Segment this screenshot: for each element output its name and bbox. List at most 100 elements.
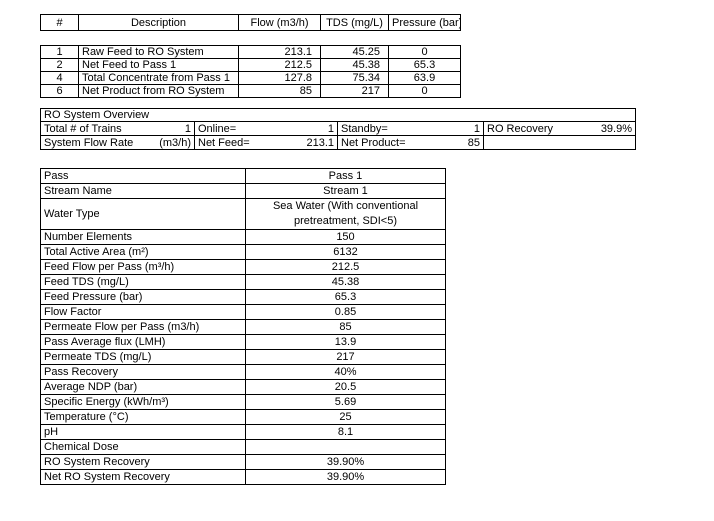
col-header-pressure: Pressure (bar) [388, 14, 461, 31]
pass-param-value: 39.90% [245, 469, 446, 485]
overview-value: 85 [467, 136, 480, 149]
table-row: Net RO System Recovery 39.90% [40, 469, 446, 485]
overview-table: RO System Overview Total # of Trains 1 O… [39, 108, 637, 150]
pass-param-value: 217 [245, 349, 446, 365]
stream-num: 1 [40, 45, 79, 59]
table-row: Stream Name Stream 1 [40, 183, 446, 199]
pass-param-value: 45.38 [245, 274, 446, 290]
stream-tds: 45.25 [320, 45, 389, 59]
table-row: Pass Recovery 40% [40, 364, 446, 380]
table-row: Permeate TDS (mg/L) 217 [40, 349, 446, 365]
overview-cell-net-product: Net Product= 85 [337, 135, 484, 150]
pass-param-label: Total Active Area (m²) [40, 244, 246, 260]
table-row: RO System Recovery 39.90% [40, 454, 446, 470]
stream-tds: 45.38 [320, 58, 389, 72]
pass-param-value: 150 [245, 229, 446, 245]
pass-param-label: Average NDP (bar) [40, 379, 246, 395]
stream-num: 2 [40, 58, 79, 72]
overview-label: Online= [198, 122, 237, 135]
col-header-tds: TDS (mg/L) [320, 14, 389, 31]
overview-value: 1 [327, 122, 334, 135]
stream-tds: 217 [320, 84, 389, 98]
table-row: Feed Flow per Pass (m³/h) 212.5 [40, 259, 446, 275]
overview-label: Net Feed= [198, 136, 250, 149]
table-row: Feed Pressure (bar) 65.3 [40, 289, 446, 305]
pass-param-label: Flow Factor [40, 304, 246, 320]
table-row: Temperature (°C) 25 [40, 409, 446, 425]
table-row: 6 Net Product from RO System 85 217 0 [40, 84, 461, 98]
stream-description: Net Feed to Pass 1 [78, 58, 239, 72]
pass-param-label: Water Type [40, 198, 246, 230]
table-row: Pass Pass 1 [40, 168, 446, 184]
overview-cell-online: Online= 1 [194, 121, 338, 136]
pass-param-value: 6132 [245, 244, 446, 260]
stream-pressure: 0 [388, 45, 461, 59]
table-row: Number Elements 150 [40, 229, 446, 245]
table-row: Specific Energy (kWh/m³) 5.69 [40, 394, 446, 410]
pass-param-label: Feed TDS (mg/L) [40, 274, 246, 290]
pass-param-label: Chemical Dose [40, 439, 246, 455]
table-row: Flow Factor 0.85 [40, 304, 446, 320]
overview-cell-net-feed: Net Feed= 213.1 [194, 135, 338, 150]
stream-flow: 127.8 [238, 71, 321, 85]
overview-value: (m3/h) [159, 136, 191, 149]
overview-value: 1 [184, 122, 191, 135]
overview-cell-recovery: RO Recovery 39.9% [482, 121, 637, 136]
pass-param-label: Number Elements [40, 229, 246, 245]
pass-param-label: Temperature (°C) [40, 409, 246, 425]
overview-label: Standby= [341, 122, 388, 135]
overview-label: Total # of Trains [44, 122, 122, 135]
pass-param-value [245, 439, 446, 455]
pass-param-value: 20.5 [245, 379, 446, 395]
overview-title: RO System Overview [39, 108, 637, 122]
pass-param-value: 8.1 [245, 424, 446, 440]
stream-flow: 212.5 [238, 58, 321, 72]
pass-param-label: Pass [40, 168, 246, 184]
table-row: pH 8.1 [40, 424, 446, 440]
overview-cell-flow-rate: System Flow Rate (m3/h) [40, 135, 195, 150]
pass-param-value: 65.3 [245, 289, 446, 305]
pass-param-value: Sea Water (With conventional pretreatmen… [245, 198, 446, 230]
pass-param-label: Pass Average flux (LMH) [40, 334, 246, 350]
stream-description: Raw Feed to RO System [78, 45, 239, 59]
pass-param-value: 85 [245, 319, 446, 335]
col-header-num: # [40, 14, 79, 31]
pass-param-label: Pass Recovery [40, 364, 246, 380]
pass-param-label: RO System Recovery [40, 454, 246, 470]
overview-label: RO Recovery [487, 122, 554, 135]
table-row: Chemical Dose [40, 439, 446, 455]
pass-param-value: 13.9 [245, 334, 446, 350]
stream-table-header: # Description Flow (m3/h) TDS (mg/L) Pre… [40, 14, 461, 31]
table-row: Average NDP (bar) 20.5 [40, 379, 446, 395]
pass-param-label: pH [40, 424, 246, 440]
pass-param-value: 212.5 [245, 259, 446, 275]
overview-label: System Flow Rate [44, 136, 134, 149]
pass-param-label: Net RO System Recovery [40, 469, 246, 485]
pass-param-value: 40% [245, 364, 446, 380]
table-row: Permeate Flow per Pass (m3/h) 85 [40, 319, 446, 335]
table-row: Feed TDS (mg/L) 45.38 [40, 274, 446, 290]
stream-num: 4 [40, 71, 79, 85]
pass-param-value: Stream 1 [245, 183, 446, 199]
table-row: 1 Raw Feed to RO System 213.1 45.25 0 [40, 45, 461, 59]
pass-param-value: 25 [245, 409, 446, 425]
table-row: RO System Overview [39, 108, 637, 122]
pass-param-value: 39.90% [245, 454, 446, 470]
pass-param-label: Permeate Flow per Pass (m3/h) [40, 319, 246, 335]
overview-cell-trains: Total # of Trains 1 [40, 121, 195, 136]
overview-value: 1 [473, 122, 480, 135]
pass-param-label: Specific Energy (kWh/m³) [40, 394, 246, 410]
stream-flow: 85 [238, 84, 321, 98]
pass-param-value: 0.85 [245, 304, 446, 320]
pass-param-label: Feed Flow per Pass (m³/h) [40, 259, 246, 275]
table-row: Water Type Sea Water (With conventional … [40, 198, 446, 230]
stream-pressure: 0 [388, 84, 461, 98]
stream-description: Total Concentrate from Pass 1 [78, 71, 239, 85]
table-row: Total Active Area (m²) 6132 [40, 244, 446, 260]
pass-param-value: 5.69 [245, 394, 446, 410]
overview-cell-empty [482, 135, 637, 150]
table-row: Total # of Trains 1 Online= 1 Standby= 1… [40, 121, 637, 136]
overview-cell-standby: Standby= 1 [337, 121, 484, 136]
table-row: Pass Average flux (LMH) 13.9 [40, 334, 446, 350]
col-header-flow: Flow (m3/h) [238, 14, 321, 31]
